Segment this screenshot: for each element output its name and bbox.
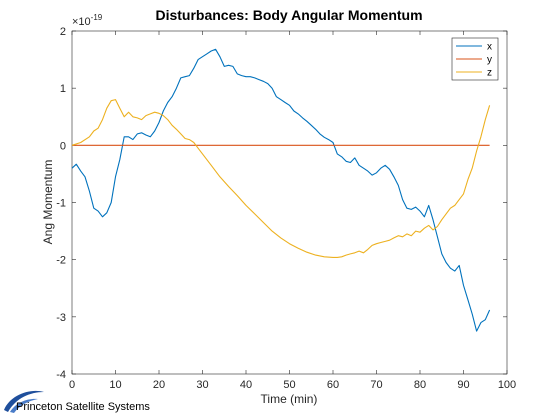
x-tick-label: 50 — [283, 379, 295, 391]
y-tick-label: -4 — [56, 369, 66, 381]
y-exponent-power: -19 — [91, 13, 103, 22]
y-exponent-label: ×10-19 — [72, 13, 103, 28]
y-axis-label: Ang Momentum — [41, 160, 55, 245]
x-tick-label: 0 — [69, 379, 75, 391]
x-tick-label: 90 — [457, 379, 469, 391]
x-tick-label: 30 — [196, 379, 208, 391]
series-lines — [71, 48, 491, 332]
y-tick-label: 2 — [60, 26, 66, 38]
x-tick-label: 100 — [498, 379, 516, 391]
x-tick-label: 20 — [153, 379, 165, 391]
legend-label-z: z — [487, 68, 492, 79]
x-axis-label: Time (min) — [261, 392, 318, 406]
logo-text: Princeton Satellite Systems — [16, 401, 150, 413]
y-tick-label: -3 — [56, 312, 66, 324]
x-tick-label: 40 — [240, 379, 252, 391]
legend-label-y: y — [487, 55, 492, 66]
x-tick-label: 10 — [109, 379, 121, 391]
company-logo: Princeton Satellite Systems — [4, 390, 150, 413]
y-tick-label: 0 — [60, 140, 66, 152]
y-tick-label: -1 — [56, 198, 66, 210]
y-tick-label: -2 — [56, 255, 66, 267]
series-line-x — [71, 48, 491, 332]
axis-ticks: 0 10 20 30 40 50 60 70 80 90 100 -4 -3 -2 -1 0 1 2 — [56, 26, 516, 391]
logo-swoosh-icon — [4, 390, 44, 412]
x-tick-label: 80 — [414, 379, 426, 391]
chart-title: Disturbances: Body Angular Momentum — [155, 7, 422, 23]
y-tick-label: 1 — [60, 83, 66, 95]
legend-label-x: x — [487, 42, 492, 53]
legend: xyz — [451, 37, 499, 81]
x-tick-label: 60 — [327, 379, 339, 391]
x-tick-label: 70 — [370, 379, 382, 391]
plot-area — [71, 30, 508, 375]
series-line-z — [71, 99, 491, 258]
logo-swoosh-inner-icon — [10, 398, 38, 413]
